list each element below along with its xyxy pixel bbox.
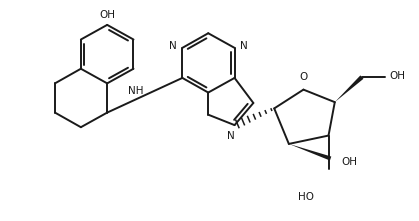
Text: HO: HO	[297, 192, 313, 202]
Text: N: N	[241, 41, 248, 51]
Text: OH: OH	[341, 157, 357, 167]
Text: NH: NH	[128, 86, 143, 96]
Text: OH: OH	[99, 10, 115, 20]
Polygon shape	[335, 75, 364, 102]
Text: O: O	[299, 72, 308, 82]
Text: N: N	[227, 131, 234, 141]
Text: N: N	[169, 41, 176, 51]
Text: OH: OH	[389, 71, 405, 81]
Polygon shape	[289, 144, 331, 160]
